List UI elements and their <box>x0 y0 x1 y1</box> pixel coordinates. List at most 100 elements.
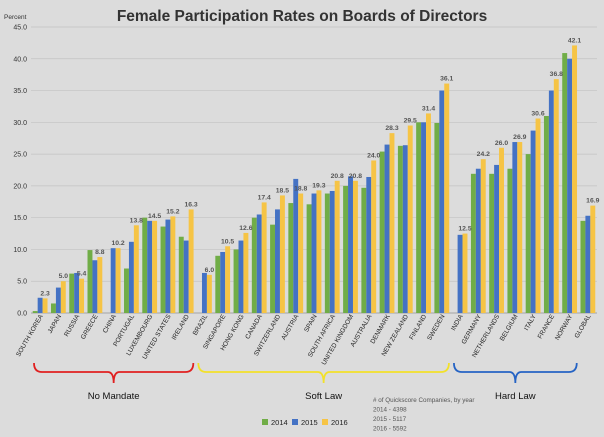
bar-2016 <box>279 195 285 313</box>
data-label: 12.5 <box>458 226 471 233</box>
bar-2015 <box>512 142 518 313</box>
data-label: 16.3 <box>184 201 197 208</box>
x-tick-label: FINLAND <box>408 313 428 341</box>
annotation-line: 2015 - 5117 <box>373 416 407 423</box>
data-label: 13.8 <box>130 217 143 224</box>
x-tick-label: AUSTRIA <box>280 313 300 341</box>
x-tick-label: BELGIUM <box>499 314 520 343</box>
x-tick-label: RUSSIA <box>63 313 81 338</box>
bar-2014 <box>525 154 531 313</box>
data-label: 26.0 <box>495 140 508 147</box>
data-label: 12.6 <box>239 225 252 232</box>
bar-2015 <box>74 272 80 313</box>
bar-2014 <box>489 173 495 313</box>
data-label: 19.3 <box>312 182 325 189</box>
x-tick-label: CHINA <box>102 313 119 335</box>
legend-label: 2016 <box>331 418 348 427</box>
bar-2015 <box>548 90 554 313</box>
bar-2015 <box>439 90 445 313</box>
group-label: Soft Law <box>305 391 342 402</box>
data-label: 28.3 <box>385 125 398 132</box>
legend-swatch-2014 <box>262 419 268 425</box>
bar-2015 <box>384 144 390 313</box>
y-tick-label: 45.0 <box>13 25 27 32</box>
y-tick-label: 40.0 <box>13 56 27 63</box>
bar-2014 <box>215 255 221 313</box>
bar-2015 <box>366 176 372 313</box>
y-tick-label: 10.0 <box>13 247 27 254</box>
group-label: Hard Law <box>495 391 536 402</box>
data-label: 15.2 <box>166 208 179 215</box>
data-label: 2.3 <box>40 290 50 297</box>
bar-2016 <box>407 125 413 313</box>
bar-2016 <box>535 118 541 314</box>
bar-2014 <box>434 122 440 313</box>
bar-2016 <box>243 232 249 313</box>
bar-2015 <box>147 220 153 313</box>
bar-2014 <box>306 204 312 313</box>
data-label: 20.8 <box>349 173 362 180</box>
bar-2014 <box>562 53 568 314</box>
annotation-line: 2014 - 4398 <box>373 407 407 414</box>
data-label: 24.0 <box>367 153 380 160</box>
bar-2015 <box>585 215 591 313</box>
bar-2014 <box>178 236 184 313</box>
bar-2014 <box>343 185 349 313</box>
bar-2015 <box>37 297 43 313</box>
data-label: 8.8 <box>95 249 105 256</box>
bar-2016 <box>298 193 304 313</box>
bar-2014 <box>361 187 367 313</box>
y-tick-label: 35.0 <box>13 88 27 95</box>
legend-swatch-2016 <box>322 419 328 425</box>
y-tick-label: 0.0 <box>17 311 27 318</box>
data-label: 10.2 <box>111 240 124 247</box>
bar-2015 <box>475 168 481 313</box>
bar-2016 <box>97 257 103 313</box>
x-tick-label: ITALY <box>523 313 538 332</box>
data-label: 26.9 <box>513 134 526 141</box>
y-tick-label: 5.0 <box>17 279 27 286</box>
annotation-line: # of Quickscore Companies, by year <box>373 397 475 404</box>
bar-2014 <box>379 151 385 313</box>
data-label: 42.1 <box>568 37 581 44</box>
y-tick-label: 15.0 <box>13 215 27 222</box>
data-label: 10.5 <box>221 238 234 245</box>
bar-2016 <box>590 205 596 313</box>
x-tick-label: SPAIN <box>303 313 319 333</box>
bar-2015 <box>238 240 244 313</box>
data-label: 6.0 <box>205 267 215 274</box>
data-label: 29.5 <box>404 118 417 125</box>
bar-2015 <box>402 145 408 313</box>
x-tick-label: IRELAND <box>171 313 191 341</box>
bar-2015 <box>110 248 116 313</box>
group-label: No Mandate <box>88 391 140 402</box>
y-tick-label: 30.0 <box>13 120 27 127</box>
bar-2014 <box>233 249 239 313</box>
x-tick-label: JAPAN <box>47 313 63 334</box>
bar-2015 <box>128 241 134 313</box>
bar-2015 <box>530 130 536 313</box>
bar-2015 <box>311 193 317 313</box>
bar-2015 <box>457 234 463 313</box>
bar-2016 <box>316 190 322 313</box>
data-label: 24.2 <box>477 151 490 158</box>
bar-2016 <box>206 274 212 313</box>
bar-2015 <box>183 240 189 313</box>
data-label: 20.8 <box>331 173 344 180</box>
x-tick-label: SOUTH KOREA <box>15 313 45 358</box>
data-label: 31.4 <box>422 105 435 112</box>
bar-2016 <box>334 180 340 313</box>
data-label: 17.4 <box>258 194 271 201</box>
bar-2015 <box>567 58 573 313</box>
bar-2016 <box>42 298 48 313</box>
bar-2014 <box>324 193 330 313</box>
chart-title: Female Participation Rates on Boards of … <box>117 8 487 25</box>
bar-2014 <box>87 250 93 313</box>
data-label: 30.6 <box>531 111 544 118</box>
bar-2015 <box>329 190 335 313</box>
group-brace <box>453 362 578 384</box>
x-tick-label: SWEDEN <box>426 313 446 341</box>
bar-2015 <box>348 176 353 313</box>
bar-2014 <box>288 203 294 313</box>
